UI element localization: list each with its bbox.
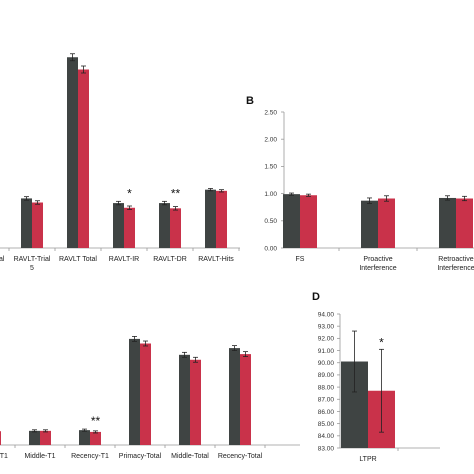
panel-a-category-label: RAVLT Total bbox=[59, 256, 97, 263]
panel-c-bar-group2 bbox=[140, 343, 151, 445]
panel-a-category-label: RAVLT-IR bbox=[109, 256, 139, 263]
panel-c-category-label: Middle-T1 bbox=[24, 453, 55, 460]
panel-a-bar-group1 bbox=[205, 189, 216, 248]
panel-b-bar-group1 bbox=[439, 197, 456, 248]
panel-a-bar-group1 bbox=[21, 198, 32, 248]
panel-c-bar-group1 bbox=[229, 348, 240, 445]
panel-b-category-label: Interference bbox=[437, 265, 474, 272]
panel-b-bar-group2 bbox=[456, 198, 473, 248]
panel-d-y-tick-label: 92.00 bbox=[318, 336, 335, 343]
panel-b-bar-group1 bbox=[283, 194, 300, 248]
panel-c-significance-marker: ** bbox=[91, 414, 101, 428]
panel-a-bar-group1 bbox=[159, 203, 170, 248]
panel-a-bar-group1 bbox=[113, 203, 124, 248]
panel-b-y-tick-label: 0.00 bbox=[264, 245, 277, 252]
panel-c-category-label: Recency-Total bbox=[218, 453, 263, 460]
panel-d-y-tick-label: 84.00 bbox=[318, 433, 335, 440]
panel-a-bar-group2 bbox=[216, 190, 227, 248]
panel-a-bar-group1 bbox=[67, 57, 78, 248]
panel-d-y-tick-label: 90.00 bbox=[318, 360, 335, 367]
panel-a-category-label: 5 bbox=[30, 265, 34, 272]
panel-c-category-label: Recency-T1 bbox=[71, 453, 109, 460]
panel-c-category-label: Primacy-T1 bbox=[0, 453, 8, 460]
panel-b-bar-group2 bbox=[300, 195, 317, 248]
panel-d-y-tick-label: 94.00 bbox=[318, 311, 335, 318]
panel-b-bar-group1 bbox=[361, 200, 378, 248]
panel-b-label: B bbox=[246, 95, 254, 107]
panel-b-y-tick-label: 0.50 bbox=[264, 218, 277, 225]
panel-d-y-tick-label: 86.00 bbox=[318, 409, 335, 416]
panel-b-y-tick-label: 2.00 bbox=[264, 137, 277, 144]
panel-d-significance-marker: * bbox=[379, 335, 384, 349]
panel-d-y-tick-label: 91.00 bbox=[318, 348, 335, 355]
panel-d-y-tick-label: 93.00 bbox=[318, 323, 335, 330]
panel-d-y-tick-label: 89.00 bbox=[318, 372, 335, 379]
panel-a-bar-group2 bbox=[170, 208, 181, 248]
panel-c-bar-group1 bbox=[29, 430, 40, 445]
panel-c-category-label: Middle-Total bbox=[171, 453, 209, 460]
panel-c-bar-group2 bbox=[40, 430, 51, 445]
panel-c-bar-group2 bbox=[240, 354, 251, 445]
panel-d-y-tick-label: 87.00 bbox=[318, 397, 335, 404]
panel-b-category-label: Interference bbox=[359, 265, 396, 272]
panel-b-category-label: FS bbox=[296, 256, 305, 263]
panel-a-bar-group2 bbox=[32, 202, 43, 248]
panel-c-bar-group2 bbox=[0, 431, 1, 445]
panel-a-category-label: RAVLT-Trial bbox=[0, 256, 5, 263]
panel-a-category-label: RAVLT-DR bbox=[153, 256, 187, 263]
panel-c-bar-group2 bbox=[190, 359, 201, 445]
panel-a-bar-group2 bbox=[124, 207, 135, 248]
panel-d-y-tick-label: 85.00 bbox=[318, 421, 335, 428]
panel-b-bar-group2 bbox=[378, 198, 395, 248]
panel-b-y-tick-label: 2.50 bbox=[264, 109, 277, 116]
panel-a-significance-marker: ** bbox=[171, 186, 181, 200]
panel-d-y-tick-label: 83.00 bbox=[318, 445, 335, 452]
panel-d-y-tick-label: 88.00 bbox=[318, 384, 335, 391]
panel-c-bar-group1 bbox=[79, 430, 90, 445]
panel-c-bar-group1 bbox=[179, 354, 190, 445]
panel-c-bar-group2 bbox=[90, 431, 101, 445]
panel-c-bar-group1 bbox=[129, 338, 140, 445]
panel-a-significance-marker: * bbox=[127, 186, 132, 200]
panel-d-category-label: LTPR bbox=[359, 456, 376, 463]
panel-a-category-label: RAVLT-Trial bbox=[14, 256, 51, 263]
panel-b-y-tick-label: 1.00 bbox=[264, 191, 277, 198]
panel-a-bar-group2 bbox=[78, 69, 89, 248]
panel-b-category-label: Proactive bbox=[363, 256, 392, 263]
panel-a-category-label: RAVLT-Hits bbox=[198, 256, 234, 263]
panel-d-label: D bbox=[312, 291, 320, 303]
panel-b-category-label: Retroactive bbox=[438, 256, 474, 263]
panel-b-y-tick-label: 1.50 bbox=[264, 164, 277, 171]
panel-c-category-label: Primacy-Total bbox=[119, 453, 162, 460]
